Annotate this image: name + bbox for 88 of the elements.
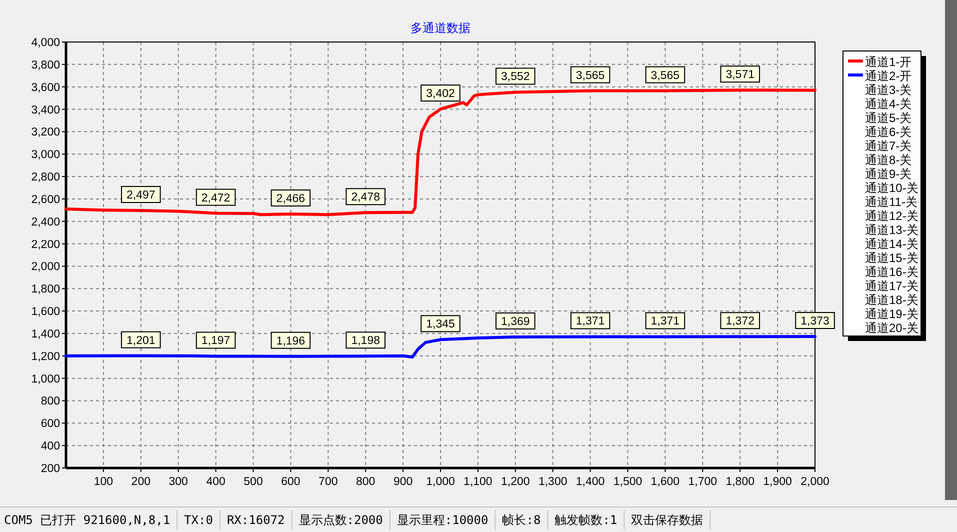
data-label: 2,472 <box>201 192 230 204</box>
y-tick-label: 2,200 <box>31 238 60 251</box>
y-tick-label: 200 <box>40 463 60 475</box>
data-label: 3,571 <box>726 69 754 82</box>
y-tick-label: 3,600 <box>31 82 60 94</box>
y-tick-label: 3,800 <box>31 59 60 72</box>
data-label: 3,565 <box>650 70 680 82</box>
y-tick-label: 800 <box>40 396 60 408</box>
x-tick-label: 400 <box>206 476 226 488</box>
text: 帧长:8 <box>502 513 541 527</box>
x-tick-label: 300 <box>168 476 188 488</box>
text: RX:16072 <box>226 513 285 527</box>
y-tick-label: 3,200 <box>31 126 60 139</box>
text: 触发帧数:1 <box>554 513 618 527</box>
data-label: 3,565 <box>576 70 605 82</box>
legend-label: 通道1-开 <box>865 55 912 69</box>
y-tick-label: 400 <box>40 440 60 453</box>
x-tick-label: 900 <box>393 476 413 488</box>
x-tick-label: 700 <box>318 476 338 488</box>
text: 通道7-关 <box>865 139 912 153</box>
text: 通道11-关 <box>865 195 918 209</box>
data-label: 2,497 <box>126 189 156 202</box>
text: 通道4-关 <box>865 97 912 111</box>
y-tick-label: 1,200 <box>31 350 60 363</box>
x-tick-label: 1,100 <box>464 476 492 488</box>
data-label: 3,402 <box>426 88 455 100</box>
data-label: 1,369 <box>501 316 530 328</box>
text: 通道8-关 <box>865 153 912 167</box>
data-label: 1,371 <box>650 316 680 328</box>
x-tick-label: 1,800 <box>726 476 754 488</box>
data-label: 1,201 <box>126 334 156 347</box>
legend-label: 通道2-开 <box>865 69 912 83</box>
y-tick-label: 2,800 <box>31 172 60 184</box>
x-tick-label: 1,900 <box>763 476 792 488</box>
text: 通道12-关 <box>865 209 918 223</box>
y-tick-label: 2,000 <box>31 261 60 274</box>
text: 通道9-关 <box>865 167 912 181</box>
data-label: 1,196 <box>276 335 306 348</box>
x-tick-label: 1,600 <box>650 476 680 488</box>
data-label: 3,552 <box>501 71 530 84</box>
y-tick-label: 1,400 <box>31 328 60 340</box>
y-tick-label: 2,400 <box>31 216 60 228</box>
text: 通道19-关 <box>865 307 918 321</box>
x-tick-label: 500 <box>244 476 263 488</box>
text: 通道17-关 <box>865 279 918 293</box>
x-tick-label: 1,300 <box>538 476 568 488</box>
text: COM5 已打开 921600,N,8,1 <box>4 513 170 527</box>
data-label: 2,478 <box>351 192 380 204</box>
text: 通道14-关 <box>865 237 918 251</box>
y-tick-label: 3,000 <box>31 149 60 162</box>
x-tick-label: 2,000 <box>800 476 830 488</box>
y-tick-label: 1,000 <box>31 373 60 386</box>
text: 通道16-关 <box>865 265 918 279</box>
x-tick-label: 1,400 <box>576 476 605 488</box>
data-label: 1,373 <box>800 316 830 328</box>
y-tick-label: 2,600 <box>31 194 60 206</box>
data-label: 1,198 <box>351 335 380 348</box>
text: 通道20-关 <box>865 321 918 335</box>
x-tick-label: 1,700 <box>688 476 718 488</box>
x-tick-label: 1,500 <box>613 476 642 488</box>
data-label: 1,372 <box>726 316 754 328</box>
chart-title: 多通道数据 <box>410 21 470 35</box>
text: 通道13-关 <box>865 223 918 237</box>
x-tick-label: 800 <box>356 476 376 488</box>
x-tick-label: 200 <box>131 476 150 488</box>
text: 通道3-关 <box>865 83 912 97</box>
text: 通道5-关 <box>865 111 912 125</box>
text: TX:0 <box>184 513 213 527</box>
data-label: 1,371 <box>576 316 605 328</box>
text: 通道10-关 <box>865 181 918 195</box>
data-label: 2,466 <box>276 192 306 205</box>
text: 双击保存数据 <box>631 513 704 527</box>
x-tick-label: 600 <box>281 476 300 488</box>
data-label: 1,345 <box>426 318 455 331</box>
data-label: 1,197 <box>201 335 230 348</box>
x-tick-label: 1,000 <box>426 476 455 488</box>
y-tick-label: 1,600 <box>31 306 60 318</box>
text: 通道6-关 <box>865 125 912 139</box>
text: 通道15-关 <box>865 251 918 265</box>
x-tick-label: 1,200 <box>501 476 530 488</box>
y-tick-label: 4,000 <box>31 37 60 49</box>
text: 显示点数:2000 <box>298 513 383 527</box>
y-tick-label: 600 <box>40 418 60 430</box>
text: 显示里程:10000 <box>396 513 488 527</box>
y-tick-label: 3,400 <box>31 104 60 116</box>
x-tick-label: 100 <box>94 476 114 488</box>
y-tick-label: 1,800 <box>31 284 60 296</box>
text: 通道18-关 <box>865 293 918 307</box>
